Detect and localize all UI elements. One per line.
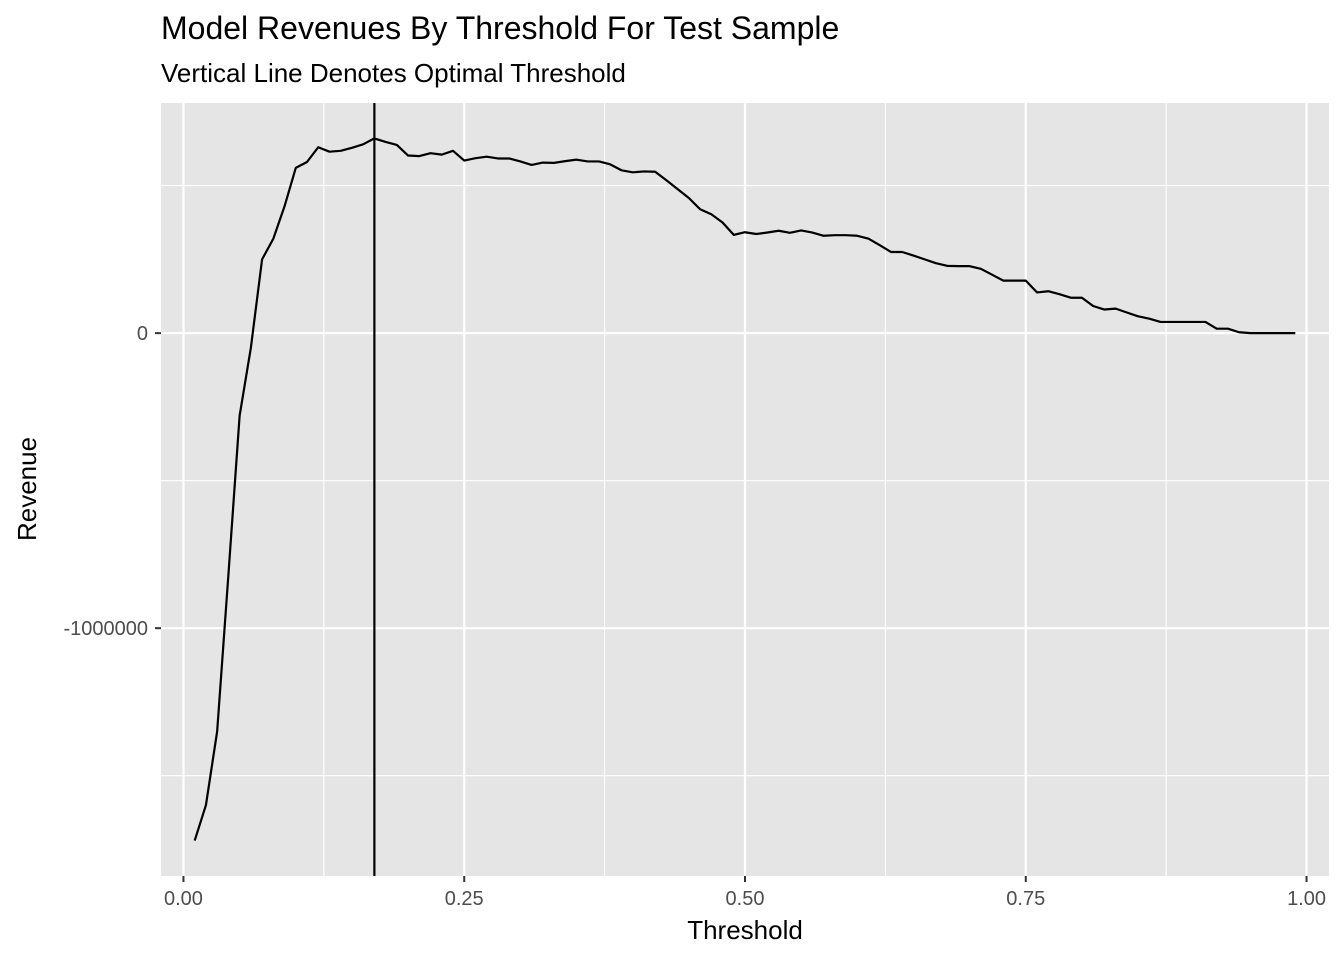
major-gridlines: [161, 103, 1329, 876]
data-layer: [193, 103, 1296, 876]
x-axis-title: Threshold: [687, 915, 803, 945]
chart-subtitle: Vertical Line Denotes Optimal Threshold: [161, 58, 626, 88]
y-axis: 0 -1000000: [63, 323, 161, 640]
chart-title: Model Revenues By Threshold For Test Sam…: [161, 10, 839, 46]
x-tick-label: 0.25: [445, 888, 484, 910]
y-axis-title: Revenue: [12, 437, 42, 541]
y-tick-label: -1000000: [63, 618, 148, 640]
y-tick-label: 0: [137, 323, 148, 345]
x-axis: 0.00 0.25 0.50 0.75 1.00: [164, 876, 1326, 910]
x-tick-label: 0.50: [726, 888, 765, 910]
x-tick-label: 1.00: [1287, 888, 1326, 910]
revenue-line: [193, 137, 1296, 841]
x-tick-label: 0.75: [1006, 888, 1045, 910]
x-tick-label: 0.00: [164, 888, 203, 910]
